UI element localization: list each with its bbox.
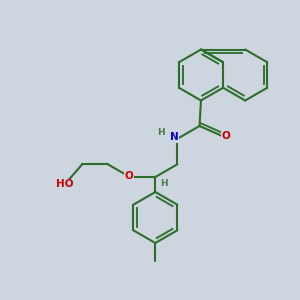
Text: HO: HO	[56, 179, 73, 189]
Text: O: O	[222, 131, 230, 141]
Text: O: O	[125, 171, 134, 182]
Text: N: N	[170, 132, 179, 142]
Text: H: H	[160, 179, 168, 188]
Text: H: H	[157, 128, 165, 136]
